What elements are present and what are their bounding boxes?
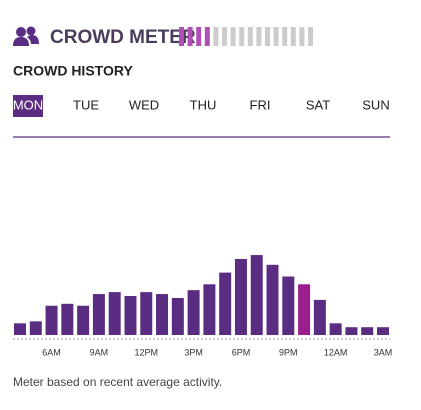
meter-segment — [282, 27, 288, 46]
bar — [29, 321, 42, 335]
meter-segment — [204, 27, 210, 46]
meter-segment — [213, 27, 219, 46]
meter-segment — [196, 27, 202, 46]
meter-segment — [239, 27, 245, 46]
bar — [61, 303, 74, 335]
bar — [92, 294, 105, 335]
bar — [124, 296, 137, 335]
bar — [266, 264, 279, 335]
people-icon — [13, 26, 39, 46]
bar — [329, 323, 342, 335]
meter-segment — [290, 27, 296, 46]
bar — [77, 305, 90, 335]
bar — [234, 258, 247, 335]
x-tick-label: 12AM — [324, 347, 348, 357]
bar — [282, 276, 295, 335]
meter-segment — [299, 27, 305, 46]
day-tab[interactable]: THU — [190, 97, 217, 112]
bar — [250, 255, 263, 335]
meter-segment — [187, 27, 193, 46]
day-tab[interactable]: SAT — [306, 97, 330, 112]
x-tick-label: 9AM — [90, 347, 109, 357]
meter-segment — [247, 27, 253, 46]
bar — [171, 297, 184, 335]
day-tab[interactable]: MON — [13, 97, 43, 112]
x-tick-label: 9PM — [279, 347, 298, 357]
day-tab[interactable]: WED — [129, 97, 159, 112]
meter-segment — [222, 27, 227, 46]
title: CROWD METER — [50, 27, 196, 48]
x-tick-label: 6PM — [232, 347, 251, 357]
bar — [203, 284, 216, 335]
bar — [108, 292, 121, 335]
footer: Meter based on recent average activity. — [13, 375, 222, 389]
bar — [156, 294, 169, 335]
bar — [140, 292, 153, 335]
bar — [361, 327, 374, 335]
day-tab[interactable]: FRI — [250, 97, 271, 112]
meter-segment — [179, 27, 184, 46]
meter-segment — [265, 27, 270, 46]
x-tick-label: 3AM — [374, 347, 393, 357]
subtitle: CROWD HISTORY — [13, 63, 133, 79]
meter-segment — [230, 27, 236, 46]
bar — [313, 299, 326, 335]
day-tab[interactable]: SUN — [362, 97, 389, 112]
bar — [45, 305, 58, 335]
bar — [298, 284, 311, 335]
meter-segment — [273, 27, 279, 46]
bar — [187, 290, 200, 335]
x-tick-label: 12PM — [135, 347, 159, 357]
bar — [14, 323, 26, 335]
bar — [377, 327, 389, 335]
bar — [345, 327, 358, 335]
x-tick-label: 3PM — [184, 347, 203, 357]
x-tick-label: 6AM — [42, 347, 61, 357]
meter-segment — [308, 27, 313, 46]
day-tab[interactable]: TUE — [73, 97, 99, 112]
bar — [219, 272, 232, 335]
selected-day-bg — [13, 95, 43, 117]
meter-segment — [256, 27, 262, 46]
